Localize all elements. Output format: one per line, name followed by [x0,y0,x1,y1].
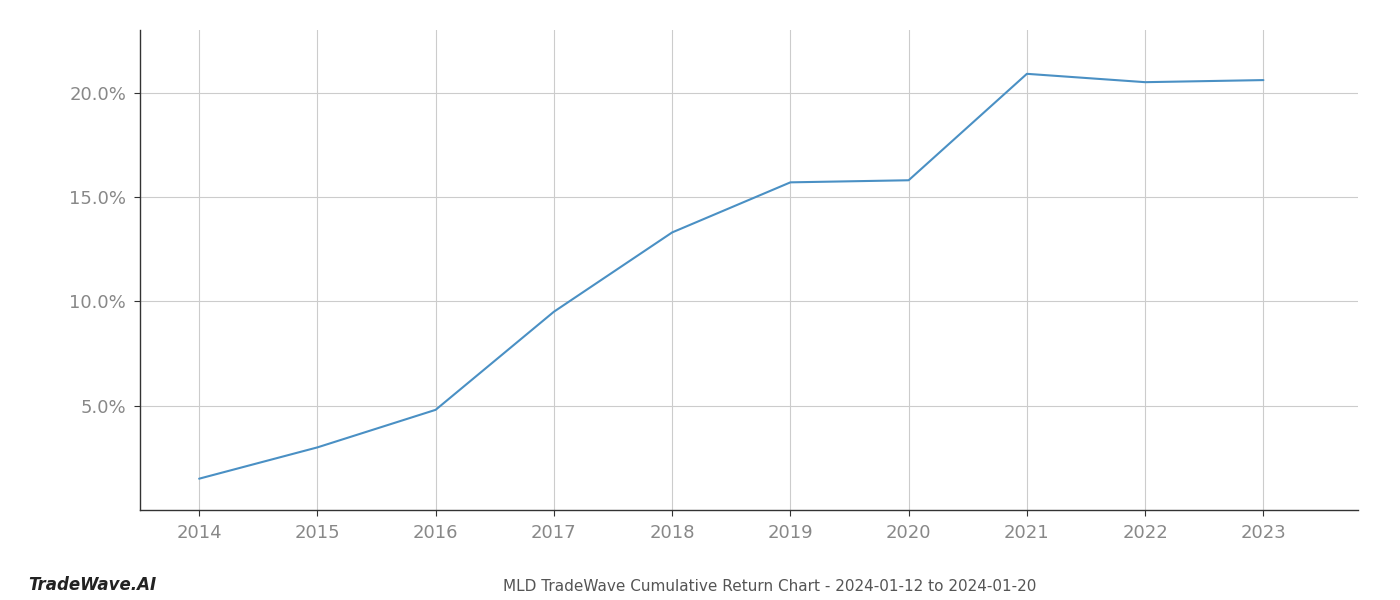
Text: MLD TradeWave Cumulative Return Chart - 2024-01-12 to 2024-01-20: MLD TradeWave Cumulative Return Chart - … [504,579,1036,594]
Text: TradeWave.AI: TradeWave.AI [28,576,157,594]
